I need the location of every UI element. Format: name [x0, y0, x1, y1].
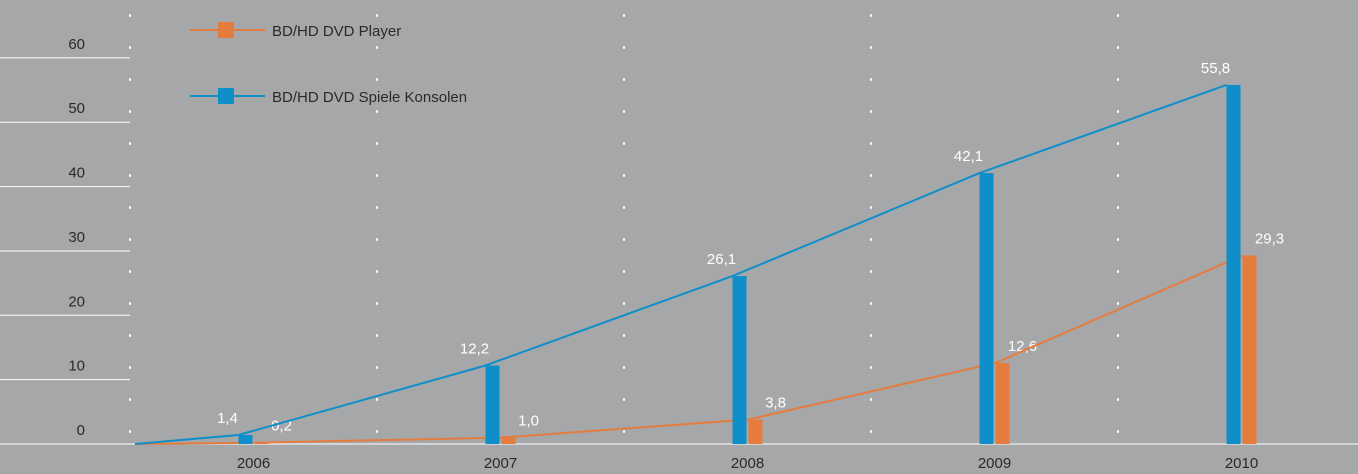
y-tick-label: 40 — [68, 165, 85, 182]
value-label: 12,6 — [1008, 338, 1037, 355]
bar — [979, 173, 994, 445]
value-label: 29,3 — [1255, 230, 1284, 247]
legend-swatch — [218, 22, 234, 38]
line — [238, 83, 1227, 436]
legend-swatch — [218, 88, 234, 104]
bar — [995, 362, 1010, 444]
value-label: 55,8 — [1201, 60, 1230, 77]
value-label: 1,0 — [518, 413, 539, 430]
x-tick-label: 2007 — [484, 455, 517, 472]
bar — [1226, 84, 1241, 444]
legend-label: BD/HD DVD Player — [272, 23, 401, 40]
line-lead — [134, 441, 255, 445]
y-tick-label: 60 — [68, 36, 85, 53]
x-tick-label: 2010 — [1225, 455, 1258, 472]
bar — [748, 419, 763, 444]
legend-label: BD/HD DVD Spiele Konsolen — [272, 89, 467, 106]
y-tick-label: 10 — [68, 358, 85, 375]
bar — [1242, 255, 1257, 444]
y-tick-label: 50 — [68, 100, 85, 117]
value-label: 12,2 — [460, 340, 489, 357]
value-label: 3,8 — [765, 395, 786, 412]
x-tick-label: 2008 — [731, 455, 764, 472]
value-label: 42,1 — [954, 148, 983, 165]
line-lead — [134, 433, 239, 445]
bar — [485, 365, 500, 444]
line — [254, 254, 1243, 444]
value-label: 26,1 — [707, 251, 736, 268]
x-tick-label: 2006 — [237, 455, 270, 472]
y-tick-label: 20 — [68, 293, 85, 310]
bar — [238, 434, 253, 444]
value-label: 1,4 — [217, 410, 238, 427]
x-tick-label: 2009 — [978, 455, 1011, 472]
bar — [501, 437, 516, 444]
y-tick-label: 30 — [68, 229, 85, 246]
y-tick-label: 0 — [77, 422, 85, 439]
bar — [732, 276, 747, 444]
